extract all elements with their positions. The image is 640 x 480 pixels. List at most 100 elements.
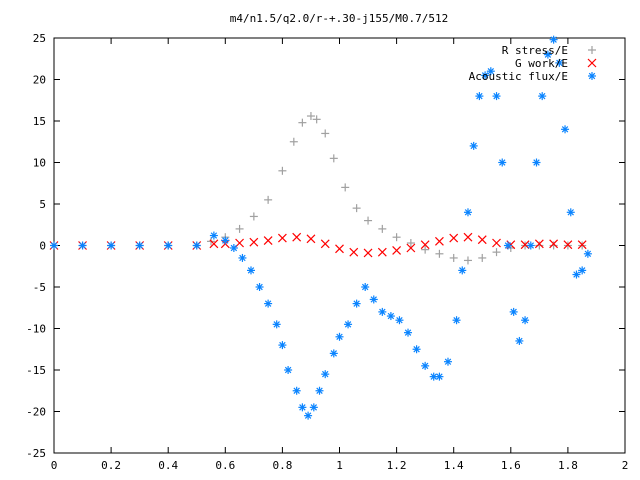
legend-marker	[588, 46, 596, 54]
x-tick-label: 1.2	[387, 459, 407, 472]
chart-title: m4/n1.5/q2.0/r-+.30-j155/M0.7/512	[230, 12, 449, 25]
data-point	[278, 166, 287, 175]
data-point	[321, 129, 330, 138]
data-point	[352, 204, 361, 213]
data-point	[420, 240, 430, 250]
y-tick-label: 15	[33, 115, 46, 128]
data-point	[535, 241, 544, 250]
data-point	[284, 366, 293, 374]
data-point	[249, 212, 258, 221]
data-point	[312, 115, 321, 124]
data-point	[458, 266, 467, 275]
data-point	[492, 92, 501, 101]
data-point	[577, 240, 587, 250]
data-point	[264, 195, 273, 204]
legend-label: R stress/E	[502, 44, 568, 57]
data-point	[229, 243, 238, 252]
data-point	[578, 266, 587, 275]
data-point	[304, 411, 313, 420]
data-point	[549, 239, 559, 249]
legend-label: G work/E	[515, 57, 568, 70]
data-point	[386, 312, 395, 321]
data-point	[572, 270, 581, 279]
data-point	[264, 299, 273, 308]
data-point	[515, 336, 524, 345]
data-point	[566, 208, 575, 217]
data-point	[235, 224, 244, 233]
data-point	[435, 236, 444, 246]
data-point	[306, 112, 315, 121]
data-point	[469, 141, 478, 150]
data-point	[563, 240, 573, 250]
y-tick-label: -25	[26, 447, 46, 460]
data-point	[377, 247, 387, 257]
data-point	[364, 216, 373, 225]
data-point	[277, 233, 287, 243]
data-point	[298, 118, 307, 127]
data-point	[543, 50, 552, 59]
data-point	[289, 137, 298, 146]
y-tick-label: -20	[26, 406, 46, 419]
data-point	[521, 316, 530, 325]
data-point	[492, 238, 501, 248]
data-point	[249, 237, 259, 247]
x-tick-label: 0.2	[101, 459, 121, 472]
data-point	[549, 35, 558, 44]
x-tick-label: 0.4	[158, 459, 178, 472]
data-point	[135, 241, 144, 250]
data-point	[538, 92, 547, 101]
data-point	[520, 240, 530, 250]
x-tick-label: 1.4	[444, 459, 464, 472]
data-point	[492, 248, 501, 257]
data-point	[349, 247, 359, 257]
data-point	[292, 232, 302, 242]
data-point	[475, 92, 484, 101]
data-point	[298, 403, 307, 412]
legend-label: Acoustic flux/E	[469, 70, 568, 83]
data-point	[107, 241, 116, 250]
data-point	[561, 125, 570, 134]
data-point	[392, 246, 402, 255]
data-point	[378, 307, 387, 316]
data-point	[404, 328, 413, 337]
data-point	[421, 245, 430, 254]
data-point	[463, 256, 472, 265]
data-point	[532, 158, 541, 167]
data-point	[583, 249, 592, 258]
data-point	[363, 248, 373, 258]
x-tick-label: 1	[336, 459, 343, 472]
data-point	[378, 224, 387, 233]
data-point	[315, 386, 324, 395]
data-point	[435, 249, 444, 258]
data-point	[341, 183, 350, 192]
data-point	[272, 320, 281, 329]
data-point	[449, 253, 458, 262]
data-point	[498, 158, 507, 167]
legend-marker	[588, 72, 596, 80]
data-point	[238, 253, 247, 262]
data-point	[246, 266, 255, 275]
y-tick-label: 20	[33, 74, 46, 87]
data-point	[555, 58, 564, 67]
y-tick-label: 10	[33, 157, 46, 170]
data-point	[344, 320, 353, 329]
data-point	[406, 243, 416, 253]
series-2	[50, 35, 592, 420]
data-point	[395, 316, 404, 325]
data-point	[164, 241, 173, 250]
data-point	[255, 283, 264, 291]
data-point	[306, 234, 316, 244]
data-point	[449, 233, 459, 243]
series-layer	[49, 35, 592, 420]
data-point	[369, 295, 378, 304]
data-point	[352, 299, 361, 308]
y-tick-label: 0	[39, 240, 46, 253]
data-point	[443, 357, 452, 366]
data-point	[192, 241, 201, 250]
y-tick-label: -15	[26, 364, 46, 377]
data-point	[526, 241, 535, 250]
data-point	[406, 239, 415, 248]
